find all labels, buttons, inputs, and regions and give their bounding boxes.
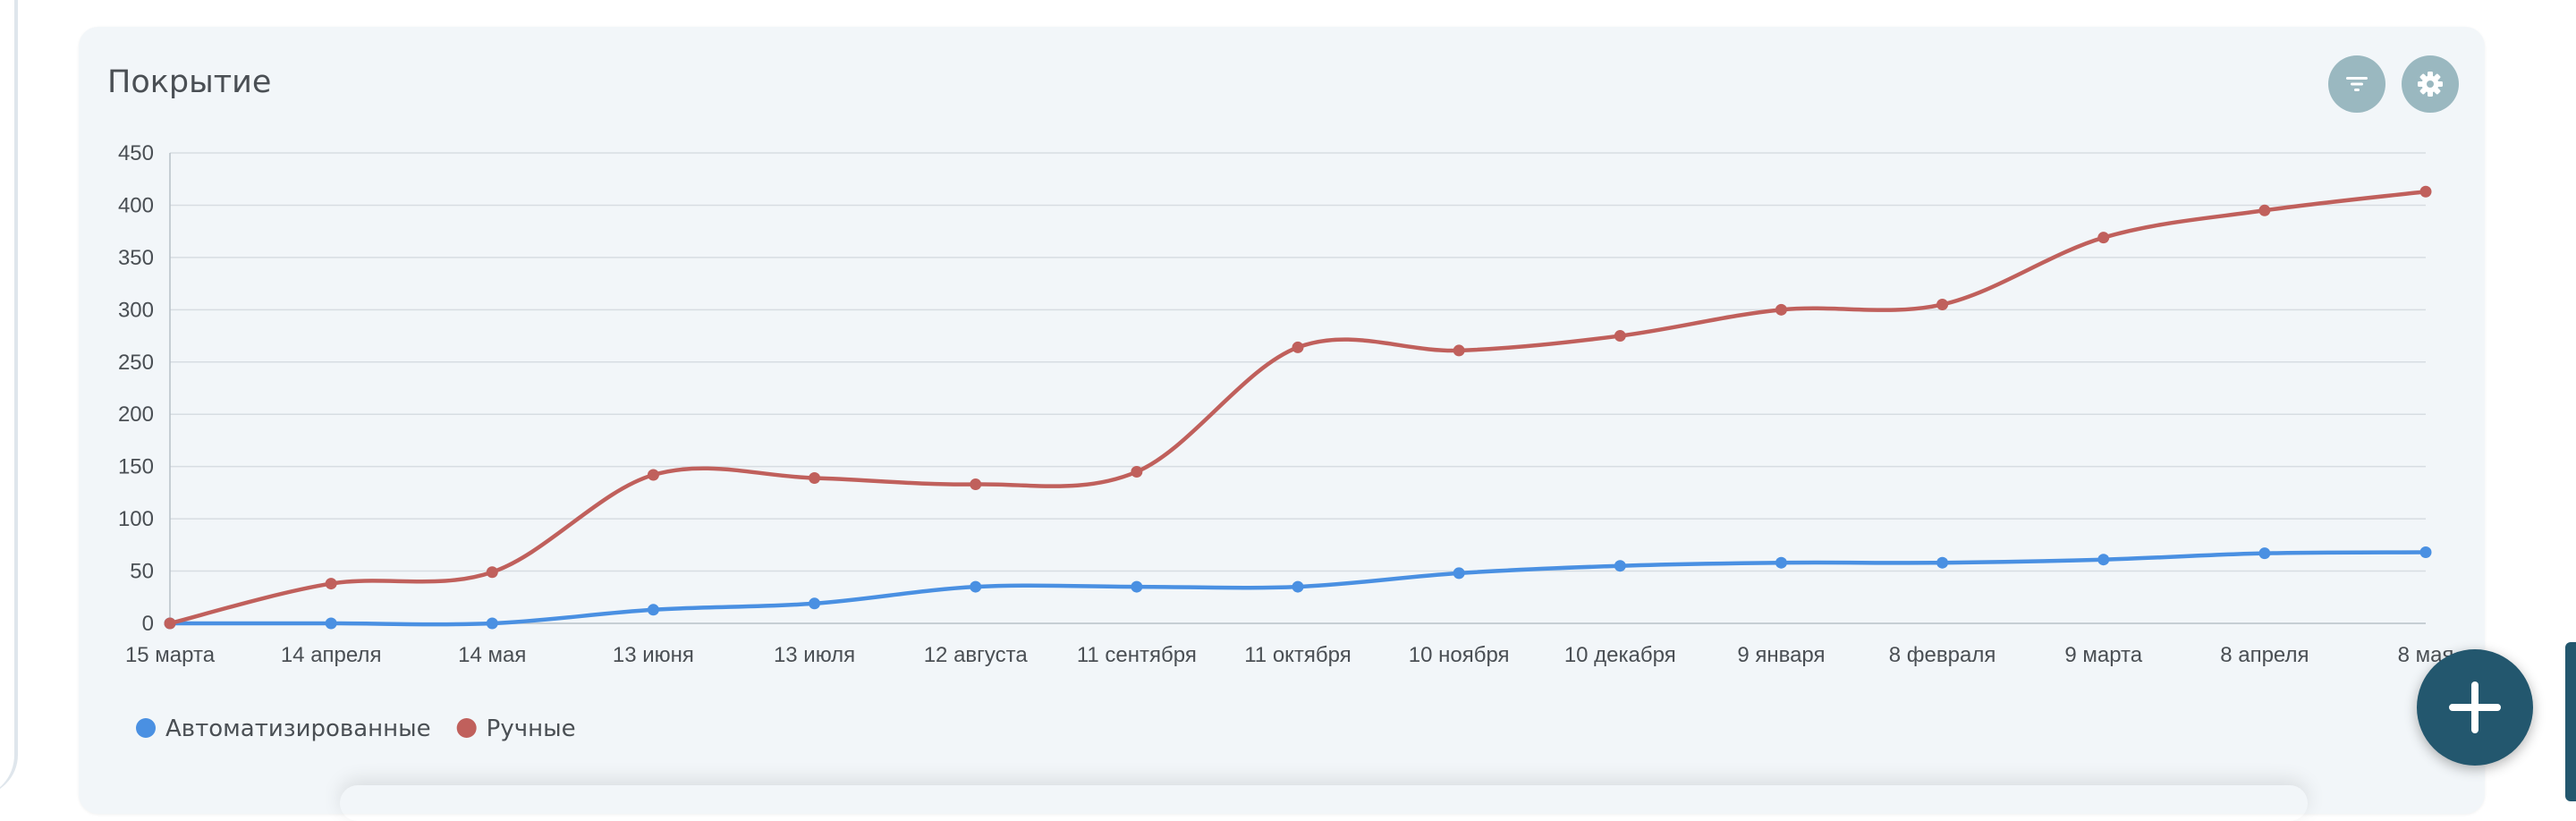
data-point-automated <box>970 580 982 593</box>
data-point-automated <box>325 617 337 630</box>
data-point-manual <box>809 472 821 485</box>
y-tick-label: 300 <box>118 298 154 322</box>
data-point-manual <box>1775 303 1787 316</box>
x-tick-label: 9 марта <box>2064 643 2142 667</box>
data-point-automated <box>486 617 498 630</box>
data-point-manual <box>2097 232 2110 244</box>
coverage-card: Покрытие 0 50 100 150 200 250 300 350 400 450 15 м <box>79 27 2485 814</box>
x-tick-label: 8 апреля <box>2220 643 2309 667</box>
x-tick-label: 15 марта <box>125 643 216 667</box>
x-tick-label: 14 мая <box>458 643 526 667</box>
data-point-manual <box>647 469 659 481</box>
data-point-automated <box>1292 580 1304 593</box>
data-point-manual <box>970 478 982 491</box>
legend-label-automated: Автоматизированные <box>165 715 431 742</box>
data-point-automated <box>1936 556 1949 569</box>
x-tick-label: 10 ноября <box>1409 643 1510 667</box>
coverage-line-chart: 0 50 100 150 200 250 300 350 400 450 15 марта 14 ап… <box>118 141 2453 742</box>
y-tick-label: 50 <box>130 560 154 584</box>
data-point-manual <box>164 617 176 630</box>
data-point-automated <box>647 604 659 616</box>
data-point-manual <box>486 566 498 579</box>
y-tick-label: 100 <box>118 507 154 531</box>
side-panel-edge <box>0 0 25 801</box>
plus-icon <box>2449 681 2501 733</box>
y-tick-label: 0 <box>142 612 154 636</box>
x-tick-label: 13 июля <box>774 643 855 667</box>
data-point-manual <box>1936 298 1949 310</box>
legend-label-manual: Ручные <box>487 715 576 742</box>
y-tick-label: 200 <box>118 402 154 427</box>
scroll-handle[interactable] <box>2565 642 2576 801</box>
y-tick-label: 250 <box>118 351 154 375</box>
y-tick-label: 400 <box>118 193 154 217</box>
y-tick-label: 150 <box>118 455 154 479</box>
data-point-automated <box>2258 547 2271 560</box>
add-button[interactable] <box>2417 649 2533 766</box>
settings-button[interactable] <box>2402 55 2459 113</box>
data-point-automated <box>2419 546 2432 559</box>
x-tick-label: 13 июня <box>613 643 694 667</box>
x-tick-label: 14 апреля <box>281 643 382 667</box>
data-point-manual <box>2419 185 2432 198</box>
gear-icon <box>2418 72 2443 97</box>
data-point-manual <box>325 578 337 590</box>
card-title: Покрытие <box>107 64 272 100</box>
legend-marker-manual <box>456 718 477 738</box>
filter-icon <box>2346 77 2368 91</box>
filter-button[interactable] <box>2328 55 2385 113</box>
data-point-automated <box>809 597 821 610</box>
data-point-automated <box>1131 580 1143 593</box>
data-point-manual <box>1614 330 1626 343</box>
x-tick-label: 11 октября <box>1244 643 1352 667</box>
x-tick-label: 8 февраля <box>1889 643 1996 667</box>
data-point-manual <box>1131 466 1143 478</box>
x-tick-label: 12 августа <box>924 643 1029 667</box>
data-point-manual <box>2258 204 2271 216</box>
legend-marker-automated <box>136 718 156 738</box>
y-tick-label: 450 <box>118 141 154 165</box>
x-tick-label: 10 декабря <box>1564 643 1676 667</box>
data-point-automated <box>1775 556 1787 569</box>
y-tick-label: 350 <box>118 246 154 270</box>
x-tick-label: 9 января <box>1737 643 1825 667</box>
data-point-automated <box>2097 554 2110 566</box>
data-point-manual <box>1292 341 1304 353</box>
data-point-automated <box>1614 560 1626 572</box>
data-point-manual <box>1453 344 1465 357</box>
panel-shadow <box>340 785 2308 821</box>
data-point-automated <box>1453 567 1465 580</box>
x-tick-label: 11 сентября <box>1077 643 1197 667</box>
